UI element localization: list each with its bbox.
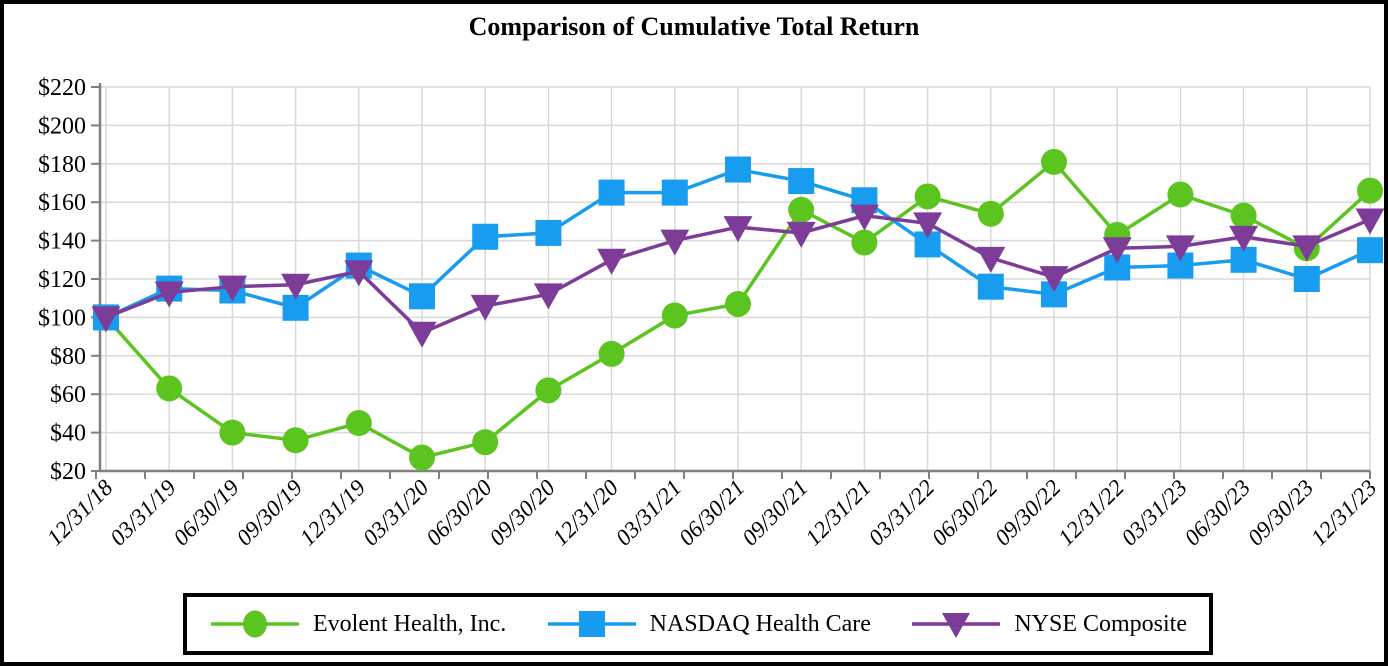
legend-entry-nasdaq: NASDAQ Health Care — [546, 607, 871, 641]
line-chart-plot-area: $220 $200 $180 $160 $140 $120 $100 $80 $60 $40 $20… — [38, 75, 1384, 551]
data-point-triangle — [1292, 235, 1322, 262]
x-axis-label: 06/30/19 — [168, 475, 244, 551]
x-axis-label: 12/31/18 — [42, 475, 118, 551]
x-axis-label: 09/30/22 — [990, 475, 1066, 551]
x-axis-label: 12/31/22 — [1053, 475, 1129, 551]
data-point-triangle — [723, 216, 753, 243]
data-point-square — [409, 283, 435, 310]
data-point-circle — [156, 375, 183, 402]
data-point-triangle — [660, 229, 690, 256]
data-point-circle — [409, 444, 435, 471]
data-point-circle — [535, 377, 562, 404]
x-axis-label: 12/31/20 — [548, 475, 624, 551]
data-point-circle — [219, 419, 246, 446]
chart-legend: Evolent Health, Inc. NASDAQ Health Care … — [183, 593, 1213, 655]
data-point-circle — [725, 290, 751, 317]
data-point-circle — [1230, 202, 1257, 229]
data-point-triangle — [786, 221, 816, 248]
data-point-triangle — [597, 248, 627, 275]
legend-label-nasdaq: NASDAQ Health Care — [649, 610, 871, 637]
data-point-triangle — [281, 273, 311, 300]
data-point-square — [472, 223, 499, 250]
data-point-triangle — [91, 306, 121, 333]
x-axis-label: 12/31/19 — [295, 475, 371, 551]
y-axis-label: $180 — [38, 152, 86, 178]
data-point-circle — [598, 340, 625, 367]
data-point-triangle — [976, 246, 1006, 273]
chart-title: Comparison of Cumulative Total Return — [468, 12, 920, 41]
x-axis-label: 06/30/21 — [674, 475, 750, 551]
data-point-square — [535, 219, 562, 246]
x-axis-label: 09/30/21 — [737, 475, 813, 551]
data-point-triangle — [344, 260, 374, 287]
data-point-circle — [472, 429, 499, 456]
data-point-circle — [1357, 177, 1383, 204]
evolent-line-circle-marker — [211, 610, 299, 638]
data-point-square — [661, 179, 688, 206]
legend-square — [578, 611, 605, 637]
y-axis-label: $80 — [50, 344, 86, 370]
x-axis-label: 03/31/20 — [358, 475, 434, 551]
x-axis-label: 03/31/21 — [611, 475, 687, 551]
y-axis-label: $160 — [38, 190, 86, 216]
data-point-triangle — [1355, 208, 1384, 235]
x-axis-label: 03/31/22 — [864, 475, 940, 551]
data-point-circle — [977, 200, 1004, 227]
legend-label-nyse: NYSE Composite — [1014, 610, 1187, 637]
data-point-triangle — [1039, 266, 1069, 293]
legend-label-evolent: Evolent Health, Inc. — [313, 610, 507, 637]
y-axis-label: $120 — [38, 267, 86, 293]
x-axis-label: 06/30/20 — [421, 475, 497, 551]
nyse-line-triangle-marker — [912, 613, 1001, 638]
data-point-square — [1357, 237, 1383, 264]
data-point-triangle — [533, 283, 563, 310]
y-axis-label: $20 — [50, 459, 86, 485]
data-point-circle — [1041, 148, 1067, 175]
nasdaq-line-square-marker — [547, 611, 636, 637]
x-axis-label: 06/30/22 — [927, 475, 1003, 551]
data-point-circle — [282, 427, 309, 454]
legend-entry-evolent: Evolent Health, Inc. — [209, 607, 506, 641]
data-point-square — [1293, 266, 1320, 292]
data-point-triangle — [913, 212, 943, 239]
data-point-triangle — [217, 275, 247, 302]
data-point-triangle — [470, 294, 500, 321]
data-point-triangle — [407, 321, 437, 348]
data-point-circle — [788, 196, 815, 223]
x-axis-label: 12/31/21 — [800, 475, 876, 551]
legend-circle — [243, 610, 267, 638]
data-point-triangle — [1165, 235, 1195, 262]
data-point-triangle — [1102, 237, 1132, 264]
data-point-circle — [914, 183, 941, 210]
x-axis-label: 09/30/23 — [1243, 475, 1319, 551]
y-axis-label: $140 — [38, 229, 86, 255]
x-axis-label: 06/30/23 — [1180, 475, 1256, 551]
y-axis-label: $100 — [38, 305, 86, 331]
data-point-triangle — [1229, 225, 1259, 252]
data-point-circle — [851, 229, 878, 256]
x-axis-label: 09/30/20 — [484, 475, 560, 551]
legend-entry-nyse: NYSE Composite — [910, 607, 1187, 641]
data-point-circle — [661, 302, 688, 329]
y-axis-label: $220 — [38, 75, 86, 101]
data-point-circle — [1167, 181, 1194, 208]
legend-triangle — [942, 613, 971, 638]
x-axis-label: 09/30/19 — [232, 475, 308, 551]
y-axis-label: $200 — [38, 113, 86, 139]
data-point-circle — [345, 410, 372, 436]
data-point-triangle — [154, 281, 184, 308]
data-point-triangle — [849, 204, 879, 231]
x-axis-label: 03/31/23 — [1116, 475, 1192, 551]
y-axis-label: $40 — [50, 421, 86, 447]
data-point-square — [977, 273, 1004, 300]
y-axis-label: $60 — [50, 382, 86, 408]
x-axis-label: 12/31/23 — [1306, 475, 1382, 551]
x-axis-label: 03/31/19 — [105, 475, 181, 551]
data-point-square — [725, 156, 751, 183]
data-point-square — [788, 168, 815, 195]
data-point-square — [598, 179, 625, 206]
